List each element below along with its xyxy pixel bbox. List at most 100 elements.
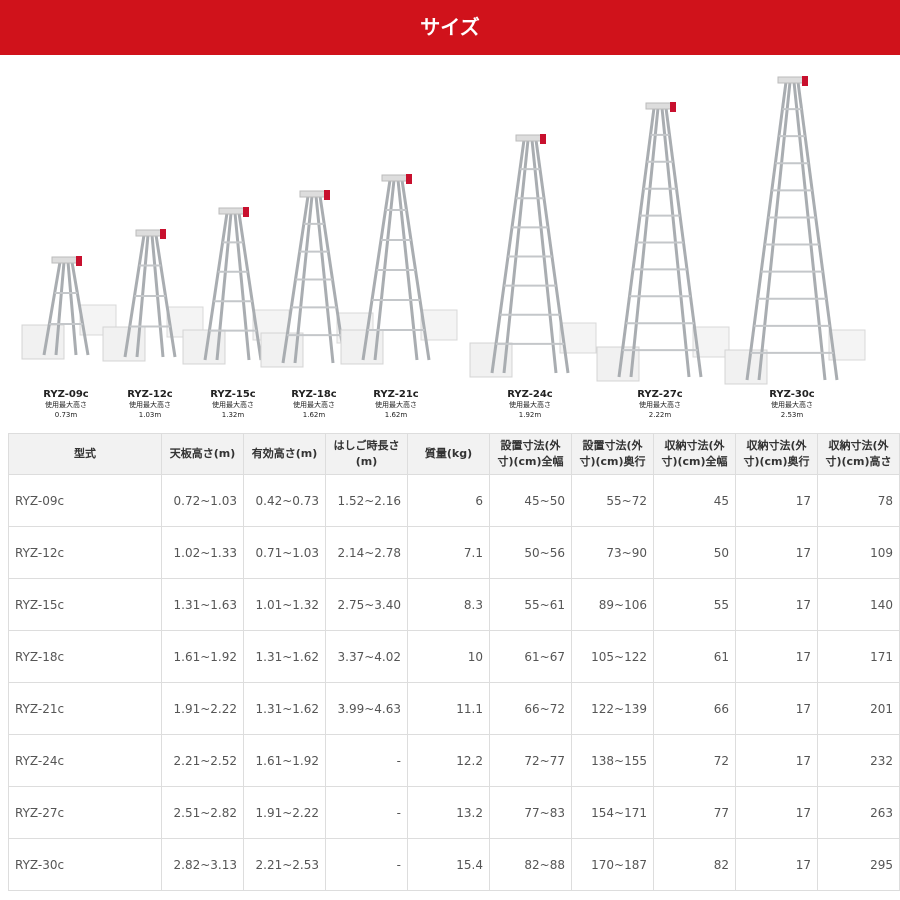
table-cell: 1.61~1.92 <box>161 630 244 683</box>
table-cell: 11.1 <box>407 682 490 735</box>
table-cell: 138~155 <box>571 734 654 787</box>
model-height: 1.03m <box>138 411 162 419</box>
ladder-hinge <box>406 174 412 184</box>
table-cell: 66 <box>653 682 736 735</box>
table-cell: - <box>325 786 408 839</box>
table-cell: 45~50 <box>489 474 572 527</box>
table-cell: 140 <box>817 578 900 631</box>
table-cell: - <box>325 734 408 787</box>
table-cell: RYZ-24c <box>8 734 162 787</box>
table-cell: 7.1 <box>407 526 490 579</box>
ladder-hinge <box>802 76 808 86</box>
table-row: RYZ-30c 2.82~3.13 2.21~2.53-15.4 82~88 170~1… <box>8 838 900 891</box>
ladder-rail <box>757 81 792 381</box>
ladder-rail <box>54 261 66 356</box>
model-height-label: 使用最大高さ <box>45 401 87 409</box>
ladder-rail <box>745 81 788 381</box>
model-height-label: 使用最大高さ <box>771 401 813 409</box>
table-cell: 17 <box>735 526 818 579</box>
ladder-rail <box>42 261 62 356</box>
ladder <box>182 207 290 365</box>
model-height: 1.32m <box>221 411 245 419</box>
ladder-rail <box>796 81 839 381</box>
table-cell: 61~67 <box>489 630 572 683</box>
ladder-hinge <box>243 207 249 217</box>
table-cell: 2.21~2.53 <box>243 838 326 891</box>
model-name: RYZ-24c <box>507 389 553 400</box>
table-cell: 61 <box>653 630 736 683</box>
size-table: 型式 天板高さ(m) 有効高さ(m) はしご時長さ(m) 質量(kg) 設置寸法(外寸)(… <box>8 433 900 891</box>
table-cell: 6 <box>407 474 490 527</box>
table-cell: 17 <box>735 734 818 787</box>
column-header: 収納寸法(外寸)(cm)高さ <box>817 433 900 475</box>
ladder-top <box>645 102 675 110</box>
ladder-rail <box>233 212 251 361</box>
table-cell: 17 <box>735 578 818 631</box>
model-name: RYZ-12c <box>127 389 173 400</box>
table-row: RYZ-18c 1.61~1.92 1.31~1.62 3.37~4.02 10 61~6… <box>8 630 900 683</box>
table-cell: 72~77 <box>489 734 572 787</box>
ladder-top <box>135 229 165 237</box>
model-height-label: 使用最大高さ <box>212 401 254 409</box>
model-height: 1.92m <box>518 411 542 419</box>
ladder-rail <box>70 261 90 356</box>
model-label: RYZ-15c 使用最大高さ 1.32m <box>188 389 278 420</box>
table-cell: 3.37~4.02 <box>325 630 408 683</box>
model-height-label: 使用最大高さ <box>639 401 681 409</box>
table-cell: 72 <box>653 734 736 787</box>
model-height-label: 使用最大高さ <box>375 401 417 409</box>
table-cell: 82 <box>653 838 736 891</box>
table-cell: RYZ-12c <box>8 526 162 579</box>
column-header: 収納寸法(外寸)(cm)奥行 <box>735 433 818 475</box>
table-cell: 82~88 <box>489 838 572 891</box>
ladder-rail <box>66 261 78 356</box>
ladder-hinge <box>670 102 676 112</box>
table-row: RYZ-12c 1.02~1.33 0.71~1.03 2.14~2.78 7.1 50~… <box>8 526 900 579</box>
model-name: RYZ-30c <box>769 389 815 400</box>
ladder <box>469 134 597 378</box>
table-cell: 295 <box>817 838 900 891</box>
table-cell: 77~83 <box>489 786 572 839</box>
ladder-hinge <box>76 256 82 266</box>
column-header: 設置寸法(外寸)(cm)奥行 <box>571 433 654 475</box>
ladder <box>21 256 117 360</box>
model-height-label: 使用最大高さ <box>293 401 335 409</box>
column-header: 質量(kg) <box>407 433 490 475</box>
table-row: RYZ-24c 2.21~2.52 1.61~1.92-12.2 72~77 138~1… <box>8 734 900 787</box>
model-height-label: 使用最大高さ <box>509 401 551 409</box>
table-cell: 12.2 <box>407 734 490 787</box>
ladder-box <box>420 309 458 341</box>
table-cell: RYZ-09c <box>8 474 162 527</box>
table-cell: 17 <box>735 682 818 735</box>
table-cell: 170~187 <box>571 838 654 891</box>
table-cell: RYZ-18c <box>8 630 162 683</box>
table-cell: 232 <box>817 734 900 787</box>
table-cell: 2.21~2.52 <box>161 734 244 787</box>
table-cell: 1.31~1.62 <box>243 630 326 683</box>
model-height: 2.22m <box>648 411 672 419</box>
ladder-rail <box>237 212 263 361</box>
table-cell: 1.02~1.33 <box>161 526 244 579</box>
table-cell: 171 <box>817 630 900 683</box>
table-cell: 55~72 <box>571 474 654 527</box>
ladder-top <box>299 190 329 198</box>
table-cell: 1.52~2.16 <box>325 474 408 527</box>
ladder <box>724 76 866 385</box>
table-cell: 2.51~2.82 <box>161 786 244 839</box>
model-label: RYZ-12c 使用最大高さ 1.03m <box>105 389 195 420</box>
table-cell: 50~56 <box>489 526 572 579</box>
model-name: RYZ-09c <box>43 389 89 400</box>
ladder <box>340 174 458 365</box>
table-row: RYZ-27c 2.51~2.82 1.91~2.22-13.2 77~83 154~1… <box>8 786 900 839</box>
table-cell: 2.82~3.13 <box>161 838 244 891</box>
table-cell: RYZ-15c <box>8 578 162 631</box>
table-row: RYZ-09c 0.72~1.03 0.42~0.73 1.52~2.16 6 45~50… <box>8 474 900 527</box>
ladder-rail <box>203 212 229 361</box>
model-height: 1.62m <box>384 411 408 419</box>
table-cell: RYZ-27c <box>8 786 162 839</box>
ladder-top <box>218 207 248 215</box>
column-header: 収納寸法(外寸)(cm)全幅 <box>653 433 736 475</box>
table-cell: - <box>325 838 408 891</box>
column-header: 天板高さ(m) <box>161 433 244 475</box>
